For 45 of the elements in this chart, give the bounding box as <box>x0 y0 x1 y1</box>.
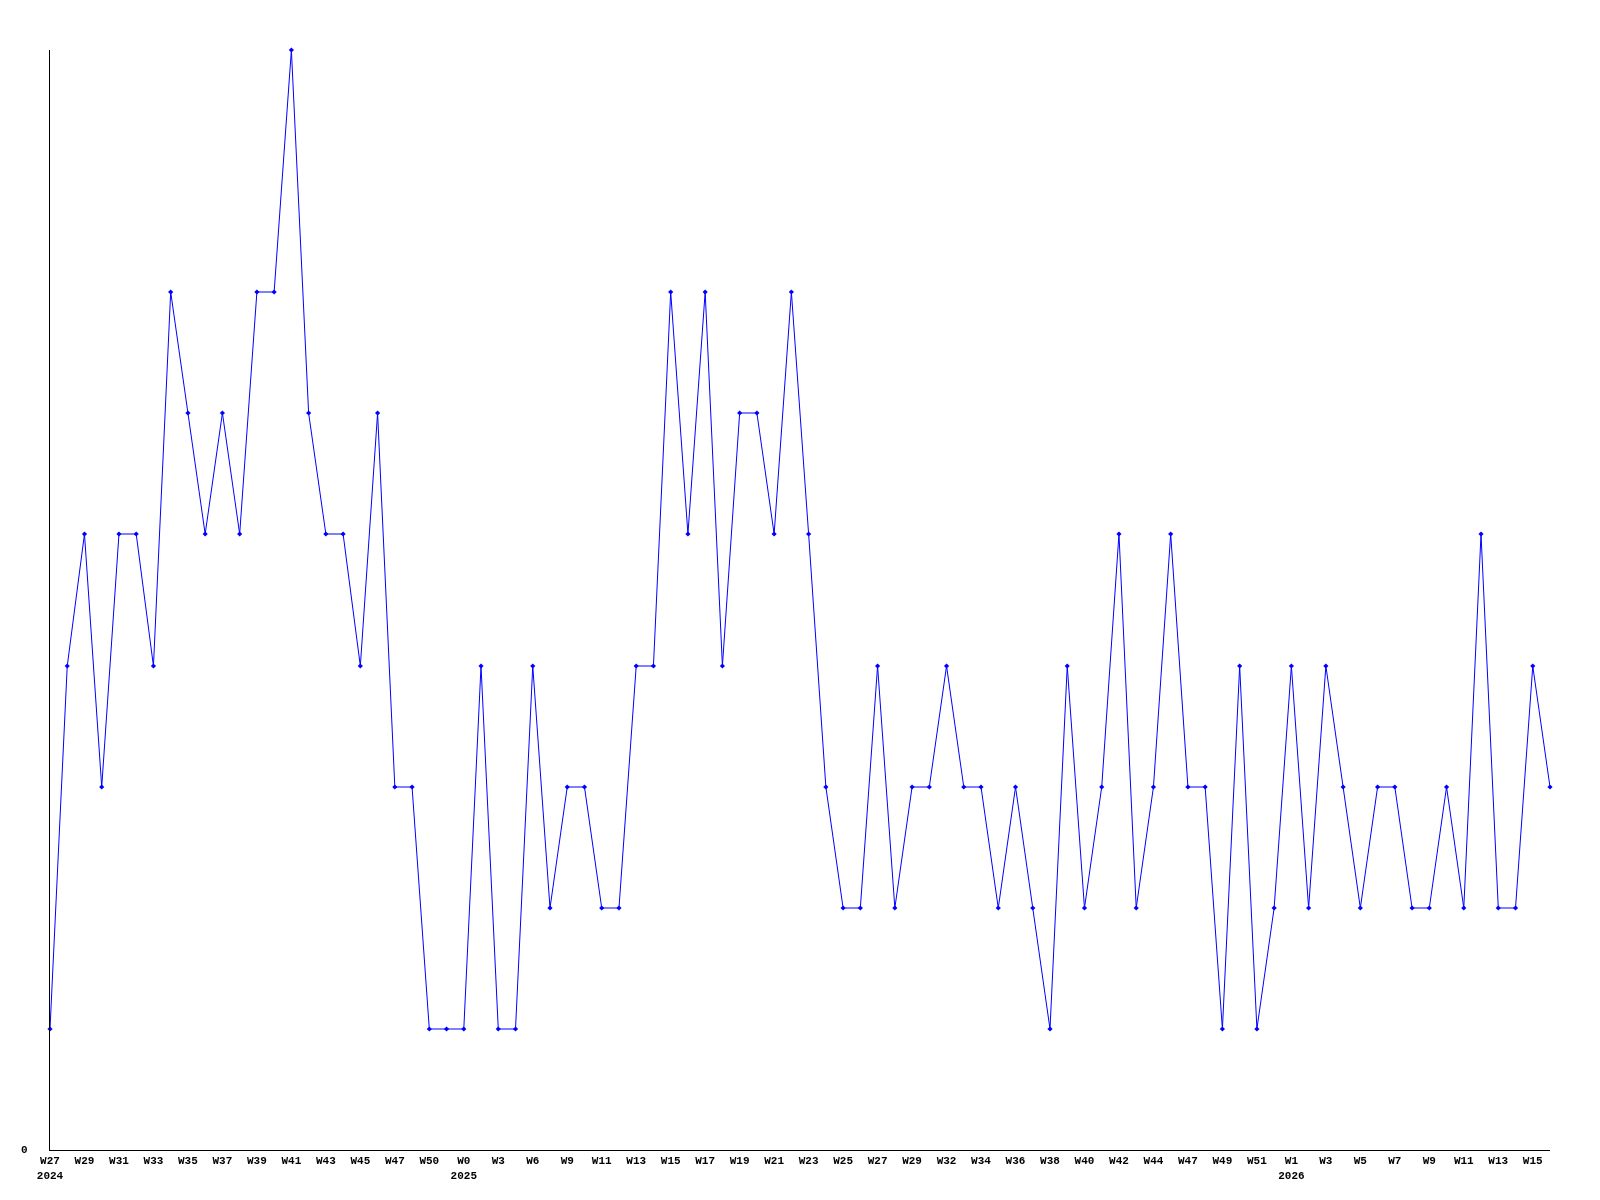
x-tick-label: W31 <box>109 1155 130 1168</box>
x-tick-label: W9 <box>560 1155 574 1168</box>
x-tick-label: W40 <box>1074 1155 1095 1168</box>
x-tick-label: W43 <box>315 1155 337 1168</box>
x-tick-label: W3 <box>491 1155 506 1168</box>
x-tick-label: W25 <box>833 1155 854 1168</box>
x-tick-label: W44 <box>1143 1155 1164 1168</box>
x-tick-label: W21 <box>764 1155 785 1168</box>
x-tick-label: W6 <box>526 1155 540 1168</box>
x-tick-label: W5 <box>1353 1155 1368 1168</box>
x-tick-label: W32 <box>936 1155 957 1168</box>
x-tick-label: W17 <box>695 1155 716 1168</box>
x-tick-label: W1 2026 <box>1278 1155 1305 1182</box>
x-tick-label: W19 <box>729 1155 750 1168</box>
x-tick-label: W49 <box>1212 1155 1233 1168</box>
x-tick-label: W37 <box>212 1155 233 1168</box>
x-tick-label: W29 <box>74 1155 95 1168</box>
x-tick-label: W34 <box>971 1155 992 1168</box>
x-tick-label: W3 <box>1319 1155 1333 1168</box>
x-tick-label: W7 <box>1388 1155 1402 1168</box>
text: 0 <box>21 1144 28 1156</box>
x-tick-label: W41 <box>281 1155 302 1168</box>
x-tick-label: W13 <box>626 1155 647 1168</box>
x-tick-label: W33 <box>143 1155 164 1168</box>
x-tick-label: W42 <box>1109 1155 1129 1168</box>
x-tick-label: W47 <box>1178 1155 1198 1168</box>
x-tick-label: W38 <box>1040 1155 1061 1168</box>
x-tick-label: W15 <box>1522 1155 1544 1168</box>
x-tick-label: W23 <box>798 1155 819 1168</box>
x-tick-label: W29 <box>902 1155 922 1168</box>
x-tick-label: W9 <box>1422 1155 1436 1168</box>
x-tick-label: W11 <box>1453 1155 1475 1168</box>
x-tick-label: W45 <box>350 1155 371 1168</box>
x-tick-label: W11 <box>591 1155 613 1168</box>
x-tick-label: W27 <box>867 1155 888 1168</box>
x-tick-label: W35 <box>178 1155 199 1168</box>
x-tick-label: W36 <box>1005 1155 1026 1168</box>
x-tick-label: W13 <box>1488 1155 1509 1168</box>
x-tick-label: W27 2024 <box>36 1155 64 1182</box>
x-tick-label: W0 2025 <box>450 1155 478 1182</box>
x-tick-label: W47 <box>384 1155 405 1168</box>
x-tick-label: W50 <box>419 1155 440 1168</box>
x-tick-label: W15 <box>660 1155 681 1168</box>
x-tick-label: W51 <box>1246 1155 1268 1168</box>
x-tick-label: W39 <box>246 1155 267 1168</box>
